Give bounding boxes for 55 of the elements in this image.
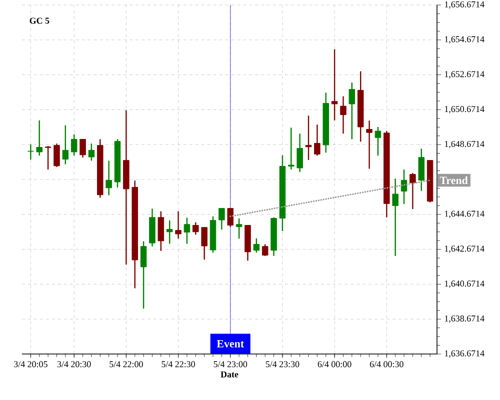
text: GC 5 (30, 18, 50, 24)
candlestick (36, 120, 42, 156)
candlestick (392, 178, 398, 257)
candlestick (227, 208, 234, 228)
y-tick-label: 1,642.6714 (444, 246, 484, 253)
series-label: Trend (440, 176, 468, 184)
candlestick (106, 160, 112, 196)
candlestick (44, 145, 52, 170)
candlestick (218, 208, 225, 230)
candlestick (28, 144, 34, 160)
candlestick (331, 48, 338, 121)
y-tick-label: 1,636.6714 (444, 350, 484, 358)
x-tick-label: 5/4 22:30 (162, 361, 195, 368)
candlestick (175, 210, 182, 240)
candlestick (314, 124, 320, 156)
candlestick (140, 240, 147, 310)
candlestick (348, 82, 356, 140)
ref-line-label: Event (216, 340, 244, 348)
candlestick (410, 172, 416, 210)
candlestick (54, 142, 60, 168)
candlestick (158, 210, 164, 252)
candlestick (70, 134, 78, 156)
x-tick-label: 5/4 23:30 (266, 361, 300, 368)
x-tick-label: 6/4 00:00 (318, 361, 352, 368)
candlestick (253, 238, 260, 254)
candlestick (80, 138, 86, 158)
candlestick (201, 226, 208, 260)
x-tick-label: 3/4 20:05 (14, 361, 48, 368)
candlestick (305, 115, 312, 161)
candlestick (288, 127, 294, 170)
y-tick-label: 1,644.6714 (444, 210, 484, 218)
candlestick (262, 244, 268, 257)
x-tick-label: 3/4 20:30 (57, 361, 91, 368)
x-tick-label: 5/4 23:00 (214, 361, 248, 368)
candlestick (184, 217, 190, 244)
y-tick-label: 1,638.6714 (444, 315, 484, 323)
candlestick (88, 142, 95, 162)
candlestick (374, 126, 382, 156)
candlestick (192, 222, 199, 236)
y-tick-label: 1,656.6714 (444, 1, 484, 9)
x-axis-title: Date (220, 371, 238, 378)
y-tick-label: 1,648.6714 (444, 140, 484, 148)
candlestick (340, 96, 346, 134)
x-tick-label: 6/4 00:30 (370, 361, 404, 368)
y-tick-label: 1,640.6714 (444, 280, 484, 288)
candlestick (296, 133, 303, 173)
candlestick (418, 148, 424, 192)
y-tick-label: 1,650.6714 (444, 106, 484, 114)
y-tick-label: 1,654.6714 (444, 36, 484, 44)
candlestick (62, 124, 69, 165)
candlestick (236, 218, 242, 240)
candlestick (366, 120, 372, 170)
y-tick-label: 1,652.6714 (444, 71, 484, 78)
x-tick-label: 5/4 22:00 (110, 361, 143, 368)
candlestick (166, 220, 173, 244)
